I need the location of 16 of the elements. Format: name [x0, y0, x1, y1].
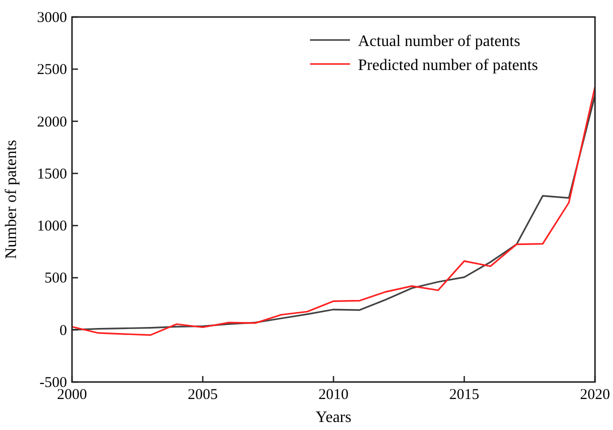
y-tick-label: 3000 — [37, 10, 67, 26]
x-tick-label: 2020 — [580, 387, 610, 403]
x-tick-label: 2000 — [57, 387, 87, 403]
x-axis-title: Years — [316, 409, 352, 426]
x-tick-label: 2005 — [188, 387, 218, 403]
x-tick-label: 2010 — [318, 387, 348, 403]
y-tick-label: 1500 — [37, 166, 67, 182]
y-tick-label: 500 — [44, 270, 67, 287]
y-tick-label: 2500 — [37, 62, 67, 78]
legend-label: Predicted number of patents — [358, 57, 538, 74]
y-tick-label: 0 — [60, 322, 67, 339]
y-axis-title: Number of patents — [3, 140, 20, 260]
y-tick-label: 1000 — [37, 218, 67, 235]
x-tick-label: 2015 — [449, 387, 480, 403]
y-tick-label: 2000 — [37, 114, 67, 130]
legend-label: Actual number of patents — [358, 33, 520, 50]
